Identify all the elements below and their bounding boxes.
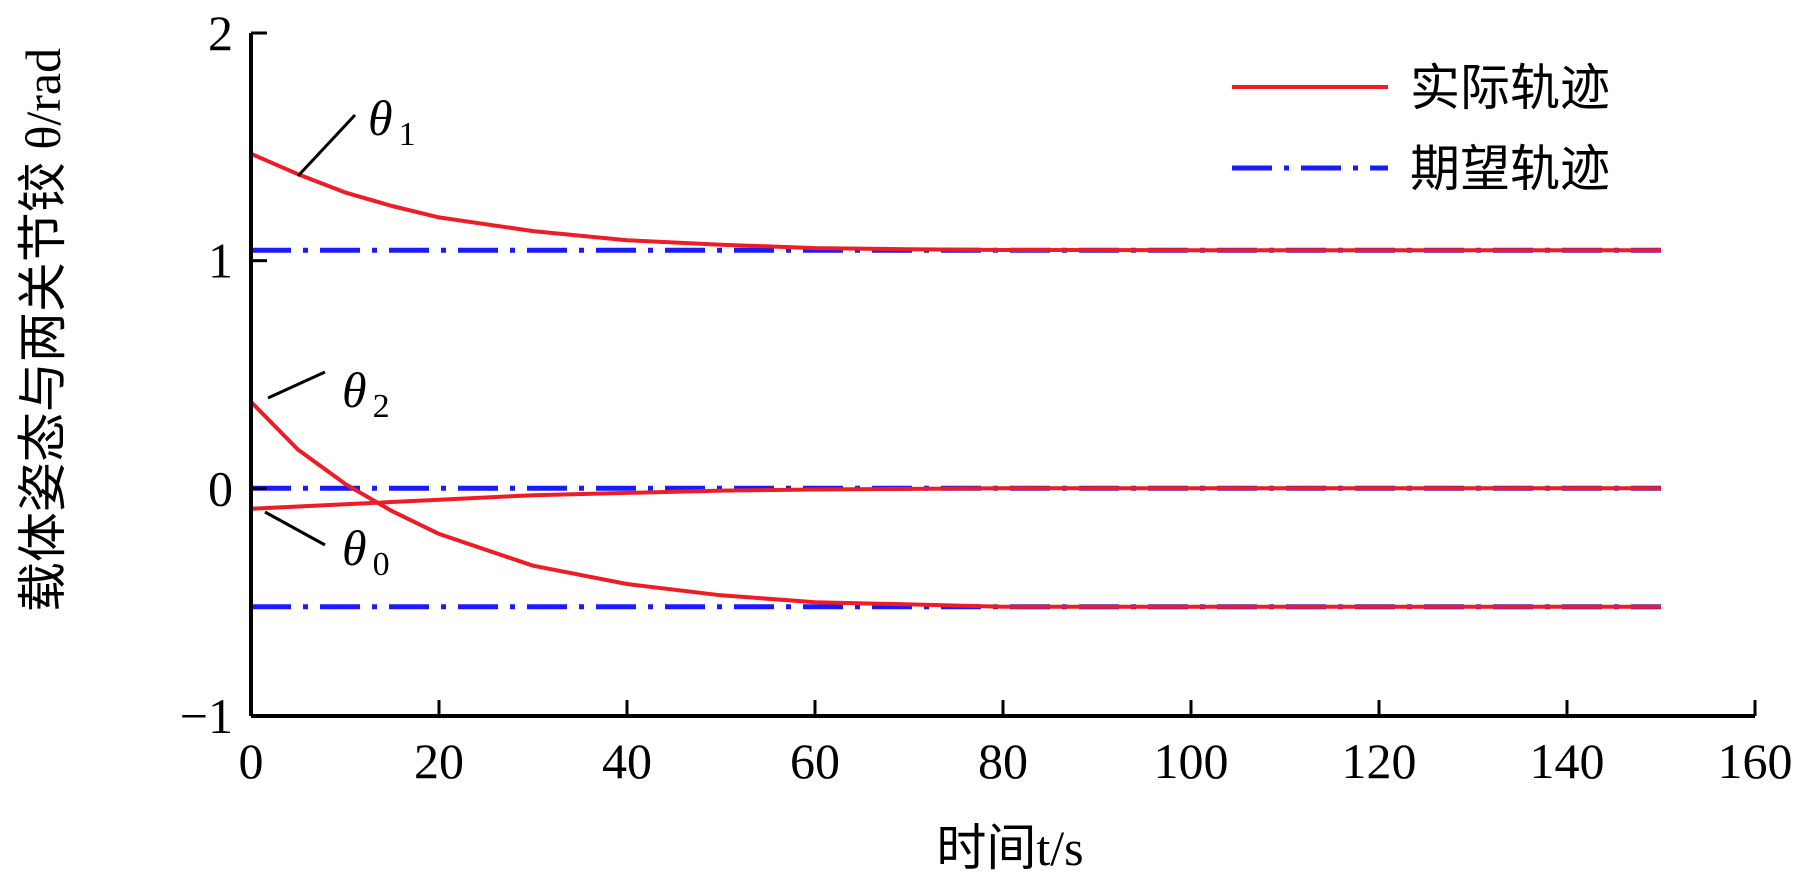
annotation-leader-1 <box>296 113 357 178</box>
desired-trajectory-lines <box>251 247 1661 610</box>
x-tick-label: 0 <box>239 733 264 789</box>
x-tick-label: 160 <box>1718 733 1793 789</box>
annotation-subscript: 2 <box>373 388 390 425</box>
y-tick-label: −1 <box>180 688 233 744</box>
x-ticks: 0 20 40 60 80 100 120 140 160 <box>239 700 1793 789</box>
y-ticks: −1 0 1 2 <box>180 5 267 744</box>
x-tick-label: 20 <box>414 733 464 789</box>
actual-line-θ2 <box>249 400 1661 609</box>
annotation-subscript: 0 <box>373 546 390 583</box>
annotation-subscript: 1 <box>399 116 416 153</box>
x-tick-label: 100 <box>1154 733 1229 789</box>
x-tick-label: 140 <box>1530 733 1605 789</box>
x-tick-label: 40 <box>602 733 652 789</box>
x-tick-label: 80 <box>978 733 1028 789</box>
y-tick-label: 1 <box>208 233 233 289</box>
legend-label: 期望轨迹 <box>1410 141 1610 197</box>
x-tick-label: 120 <box>1342 733 1417 789</box>
y-tick-label: 0 <box>208 460 233 516</box>
annotation-leader-0 <box>264 510 326 547</box>
annotation-leader-2 <box>267 370 326 400</box>
plot-area <box>249 151 1661 610</box>
y-tick-label: 2 <box>208 5 233 61</box>
actual-line-θ1 <box>250 151 1661 253</box>
actual-trajectory-lines <box>249 151 1661 609</box>
y-axis-title: 载体姿态与两关节铰 θ/rad <box>15 48 71 612</box>
x-axis-title: 时间t/s <box>936 820 1083 876</box>
legend-label: 实际轨迹 <box>1410 60 1610 116</box>
x-tick-label: 60 <box>790 733 840 789</box>
actual-line-θ0 <box>250 486 1661 511</box>
